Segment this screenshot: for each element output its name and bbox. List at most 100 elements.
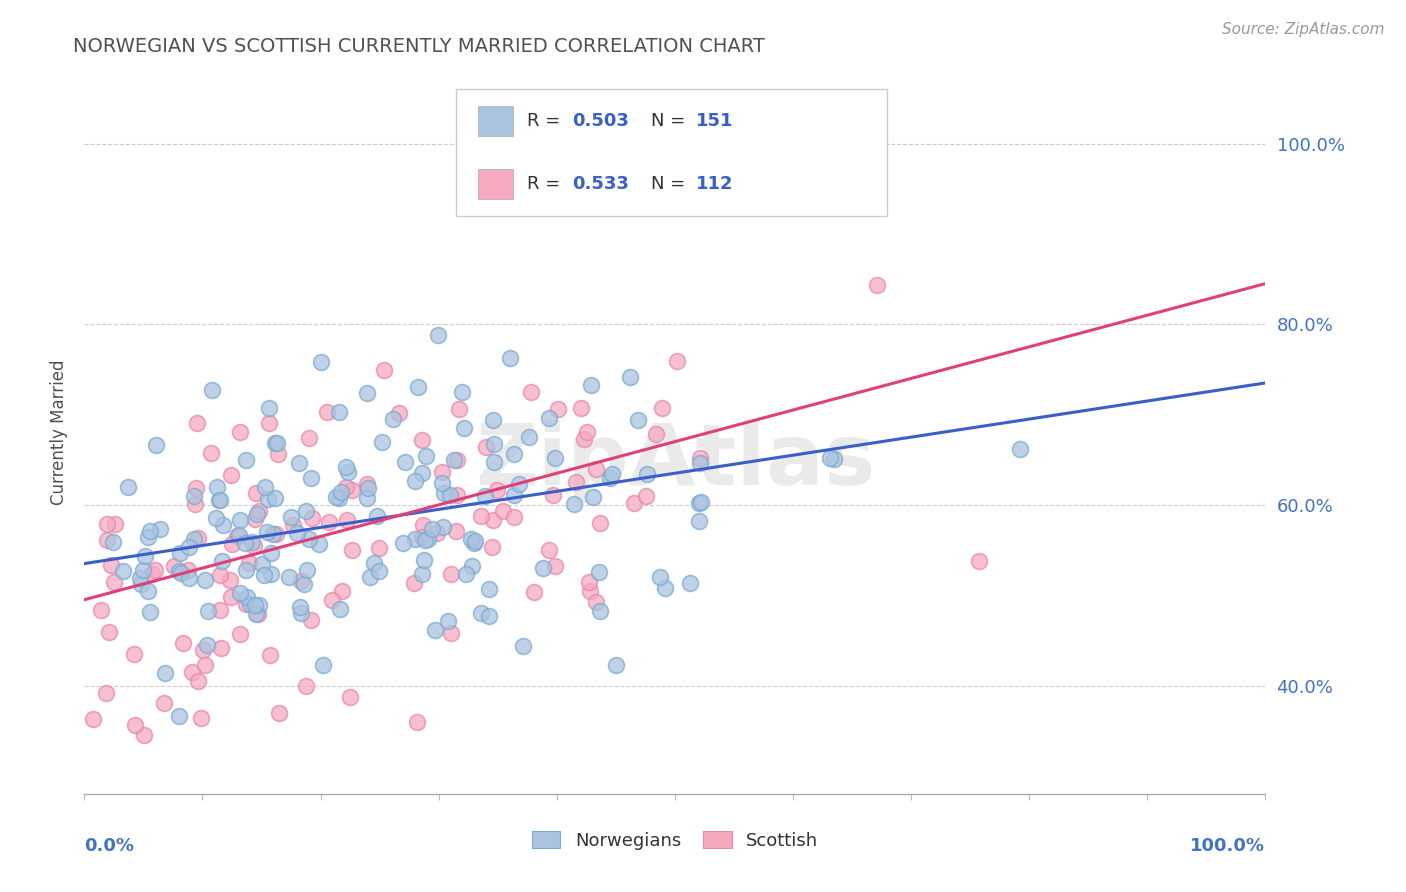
Bar [478, 169, 513, 200]
Point [153, 666, 176, 681]
Point [103, 574, 125, 589]
Point [266, 436, 288, 450]
Legend: Norwegians, Scottish: Norwegians, Scottish [524, 824, 825, 857]
Point [256, 524, 278, 539]
Point [600, 467, 623, 481]
Point [96, 516, 118, 531]
Point [359, 570, 381, 584]
Point [599, 471, 621, 485]
Point [381, 411, 404, 425]
Point [264, 527, 287, 541]
Point [229, 586, 252, 600]
Point [519, 384, 541, 399]
Point [463, 536, 485, 550]
Point [484, 437, 506, 451]
Point [541, 488, 564, 502]
Point [446, 453, 468, 467]
FancyBboxPatch shape [457, 89, 887, 216]
Point [170, 566, 193, 580]
Point [122, 647, 145, 661]
Point [298, 532, 321, 546]
Point [491, 504, 513, 518]
Point [430, 476, 453, 491]
Point [190, 711, 212, 725]
Point [329, 602, 352, 616]
Point [486, 483, 509, 497]
Point [240, 535, 263, 549]
Point [443, 453, 465, 467]
Point [177, 571, 200, 585]
Point [100, 558, 122, 573]
Point [149, 522, 172, 536]
Point [517, 429, 540, 443]
Point [97, 625, 120, 640]
Bar [478, 106, 513, 136]
Point [186, 416, 208, 430]
Point [474, 440, 496, 454]
Point [482, 413, 505, 427]
Point [425, 526, 447, 541]
Point [226, 529, 249, 543]
Point [229, 627, 252, 641]
Point [404, 474, 426, 488]
Point [456, 566, 478, 581]
Point [321, 593, 343, 607]
Point [337, 465, 360, 479]
Point [404, 575, 426, 590]
Point [328, 404, 350, 418]
Point [582, 490, 605, 504]
Point [585, 461, 607, 475]
Point [689, 494, 711, 508]
Point [461, 558, 484, 573]
Point [245, 485, 267, 500]
Point [219, 468, 242, 483]
Point [315, 405, 337, 419]
Point [235, 598, 257, 612]
Point [238, 557, 260, 571]
Point [404, 532, 426, 546]
Point [260, 567, 283, 582]
Point [295, 680, 318, 694]
Point [246, 507, 269, 521]
Point [318, 515, 340, 529]
Point [301, 511, 323, 525]
Point [228, 528, 250, 542]
Point [253, 480, 276, 494]
Point [439, 488, 461, 502]
Point [134, 728, 156, 742]
Point [124, 718, 146, 732]
Point [392, 535, 415, 549]
Point [499, 351, 522, 365]
Text: NORWEGIAN VS SCOTTISH CURRENTLY MARRIED CORRELATION CHART: NORWEGIAN VS SCOTTISH CURRENTLY MARRIED … [73, 37, 765, 56]
Point [96, 686, 118, 700]
Point [481, 540, 503, 554]
Text: ZipAtlas: ZipAtlas [475, 420, 875, 503]
Point [335, 460, 357, 475]
Point [689, 450, 711, 465]
Point [651, 401, 673, 415]
Point [247, 504, 270, 518]
Point [342, 543, 364, 558]
Point [605, 658, 627, 673]
Point [357, 481, 380, 495]
Point [221, 536, 243, 550]
Point [197, 604, 219, 618]
Text: R =: R = [527, 175, 567, 194]
Text: 100.0%: 100.0% [1191, 838, 1265, 855]
Point [221, 590, 243, 604]
Point [388, 406, 411, 420]
Point [688, 496, 710, 510]
Point [654, 581, 676, 595]
Point [335, 480, 357, 494]
Point [211, 554, 233, 568]
Point [446, 488, 468, 502]
Point [264, 491, 287, 506]
Point [218, 573, 240, 587]
Point [411, 433, 433, 447]
Point [299, 470, 322, 484]
Point [209, 641, 232, 656]
Point [239, 598, 262, 612]
Point [444, 524, 467, 538]
Point [482, 455, 505, 469]
Point [411, 466, 433, 480]
